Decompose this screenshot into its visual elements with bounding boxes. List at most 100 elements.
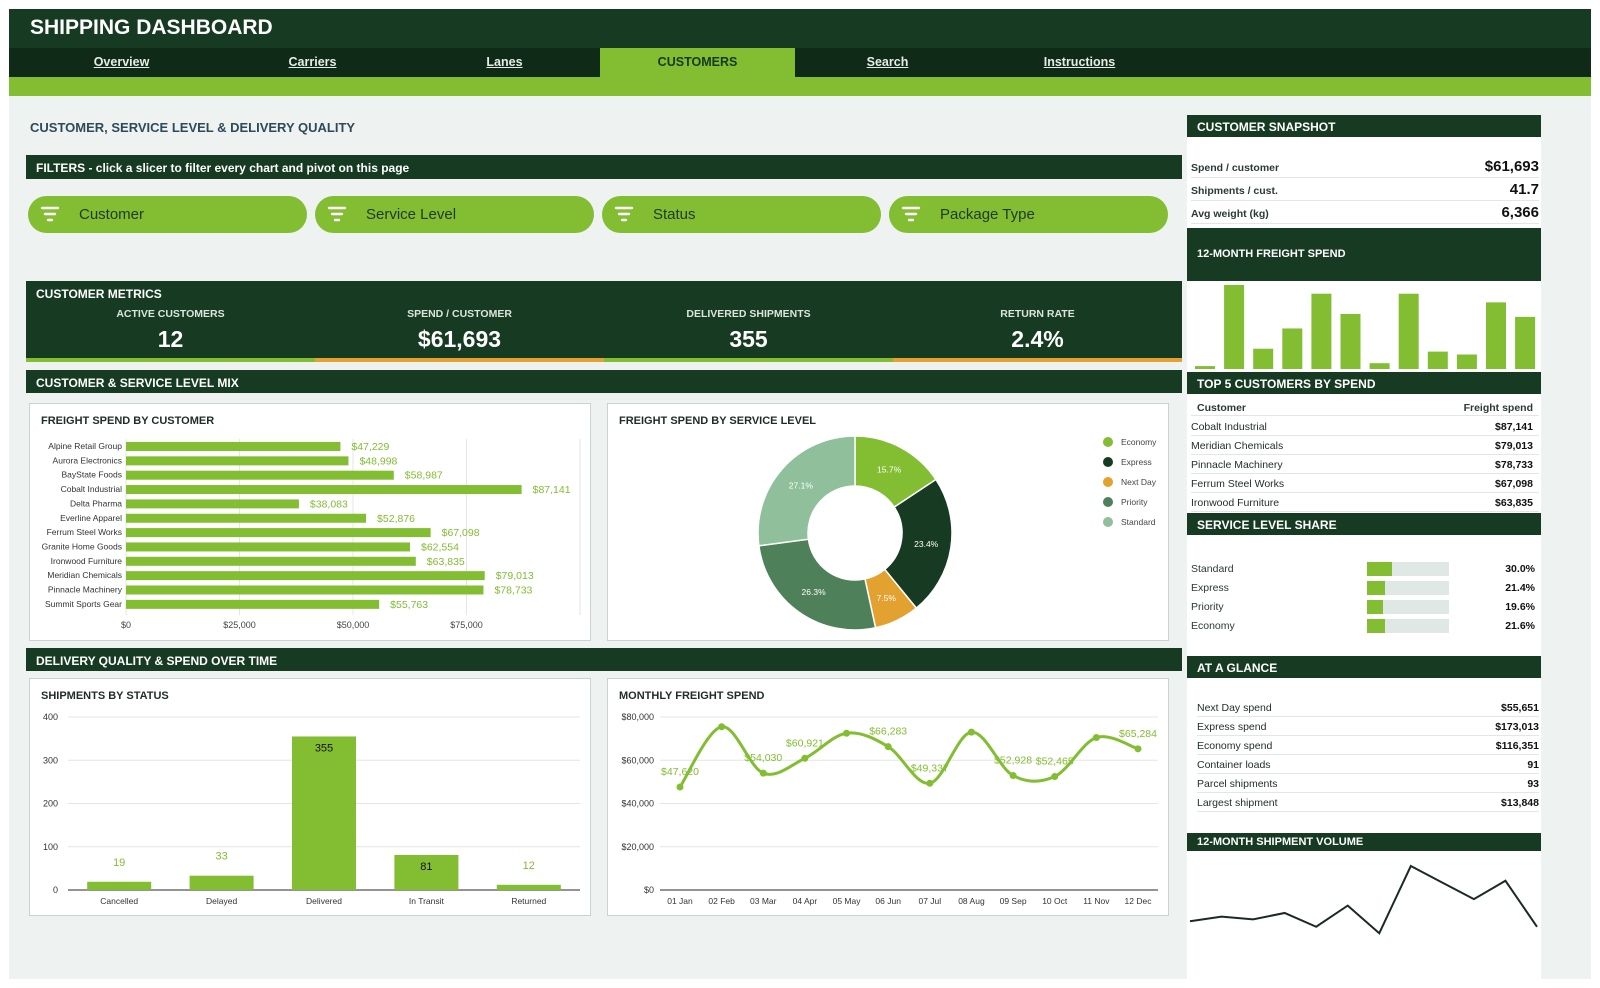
category-label: In Transit [409,896,445,906]
tick-label: 0 [53,885,58,895]
monthly-spend-chart: $0 $20,000 $40,000 $60,000 $80,000 01 Jan $47,… [621,712,1158,906]
tab-instructions[interactable]: Instructions [1043,55,1116,69]
share-value: 21.6% [1505,620,1535,632]
table-row: Pinnacle Machinery $78,733 [1191,455,1539,474]
share-label: Economy [1191,620,1235,632]
legend-swatch [1103,497,1113,507]
tick-label: 400 [43,712,58,722]
spend-12mo-chart [1195,285,1536,369]
section-time-header: DELIVERY QUALITY & SPEND OVER TIME [26,648,1182,671]
customer-spend: $78,733 [1495,459,1533,471]
metric-value: 2.4% [1011,326,1064,352]
x-tick-label: 10 Oct [1042,896,1068,906]
x-tick-label: 11 Nov [1083,896,1110,906]
table-row: Meridian Chemicals $79,013 [1191,436,1539,455]
data-label: $78,733 [494,585,532,597]
customer-metrics: CUSTOMER METRICS ACTIVE CUSTOMERS 12 SPE… [26,281,1182,362]
data-label: $52,928 [994,755,1032,767]
tick-label: 200 [43,799,58,809]
title-bar: SHIPPING DASHBOARD [9,9,1591,48]
data-point [843,729,851,737]
section-mix-header: CUSTOMER & SERVICE LEVEL MIX [26,370,1182,393]
glance-value: $13,848 [1501,797,1539,809]
x-tick-label: 12 Dec [1125,896,1153,906]
tab-carriers[interactable]: Carriers [288,55,337,69]
bar [1224,285,1245,369]
share-label: Express [1191,582,1229,594]
glance-value: 93 [1527,778,1539,790]
tick-label: $25,000 [223,620,256,630]
bar [126,456,349,466]
snapshot-row: Avg weight (kg) 6,366 [1191,201,1539,224]
metric-value: 12 [157,326,184,352]
data-point [1051,773,1059,781]
slicer-service-level[interactable]: Service Level [315,196,594,233]
share-label: Priority [1191,601,1224,613]
slicer-service-level-label: Service Level [366,206,457,223]
data-label: $87,141 [533,484,571,496]
bar [126,599,380,609]
bar [126,470,394,480]
data-point [801,754,809,762]
category-label: Delayed [206,896,237,906]
section-time-title: DELIVERY QUALITY & SPEND OVER TIME [36,654,278,668]
tab-customers[interactable]: CUSTOMERS [600,48,795,77]
tab-overview[interactable]: Overview [93,55,150,69]
slicer-status[interactable]: Status [602,196,881,233]
top5-header: TOP 5 CUSTOMERS BY SPEND [1187,372,1541,394]
category-label: Delta Pharma [70,498,122,508]
glance-row: Express spend $173,013 [1197,717,1539,736]
slice-label: 26.3% [802,587,827,597]
customer-name: Ferrum Steel Works [1191,478,1285,490]
table-row: Ironwood Furniture $63,835 [1191,493,1539,512]
data-label: $52,876 [377,513,415,525]
tick-label: $80,000 [621,712,654,722]
bar [1282,328,1303,369]
legend-label: Priority [1121,497,1148,507]
glance-label: Economy spend [1197,740,1273,752]
data-label: $48,998 [359,455,397,467]
tab-lanes[interactable]: Lanes [486,55,523,69]
share-value: 21.4% [1505,582,1535,594]
tab-search[interactable]: Search [866,55,909,69]
snapshot-row: Spend / customer $61,693 [1191,155,1539,178]
slicer-status-label: Status [653,206,696,223]
bar [292,736,356,890]
category-label: Summit Sports Gear [45,599,122,609]
slicer-package-type[interactable]: Package Type [889,196,1168,233]
bar [126,485,522,495]
legend-label: Standard [1121,517,1156,527]
data-label: $38,083 [310,498,348,510]
bar [126,542,410,552]
glance-label: Largest shipment [1197,797,1278,809]
data-label: 81 [420,861,432,873]
bar [126,442,341,451]
page-title: CUSTOMER, SERVICE LEVEL & DELIVERY QUALI… [30,120,356,135]
customer-spend: $63,835 [1495,497,1533,509]
share-track [1367,600,1449,614]
share-fill [1367,562,1392,576]
snapshot-value: 6,366 [1501,204,1539,221]
share-track [1367,581,1449,595]
category-label: BayState Foods [62,470,122,480]
category-label: Granite Home Goods [42,541,122,551]
data-point [967,728,975,736]
x-tick-label: 04 Apr [793,896,818,906]
glance-value: $116,351 [1495,740,1539,752]
data-label: $52,465 [1036,756,1074,768]
glance-value: $55,651 [1501,702,1539,714]
share-fill [1367,581,1385,595]
glance-label: Parcel shipments [1197,778,1278,790]
customer-name: Cobalt Industrial [1191,421,1267,433]
metric-underline [315,358,604,362]
accent-band [9,77,1591,96]
slicer-customer[interactable]: Customer [28,196,307,233]
data-label: 355 [315,742,333,754]
data-label: $66,283 [869,726,907,738]
snapshot-label: Shipments / cust. [1191,185,1278,197]
customer-spend: $67,098 [1495,478,1533,490]
data-point [1134,745,1142,753]
right-panel: CUSTOMER SNAPSHOT Spend / customer $61,69… [1187,115,1541,979]
glance-title: AT A GLANCE [1197,661,1278,675]
glance-label: Express spend [1197,721,1267,733]
